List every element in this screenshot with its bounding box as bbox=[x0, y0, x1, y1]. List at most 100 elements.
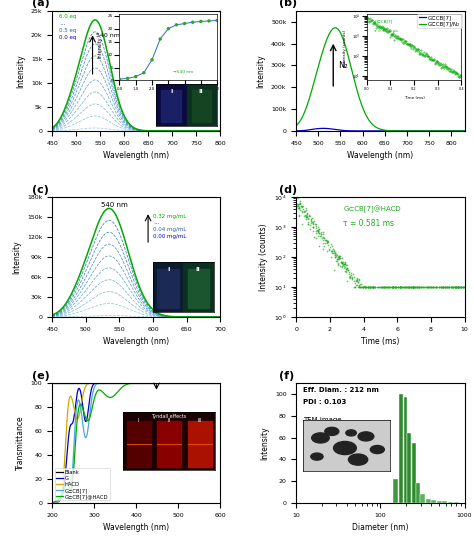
Line: G⊂CB[7]@HACD: G⊂CB[7]@HACD bbox=[52, 383, 220, 503]
G⊂CB[7] bbox=[176, 380, 182, 386]
G⊂CB[7] bbox=[92, 382, 98, 388]
G⊂CB[7]/N₂ bbox=[370, 121, 375, 128]
G⊂CB[7] bbox=[79, 414, 85, 420]
HACD bbox=[162, 380, 168, 386]
Bar bbox=[447, 502, 453, 503]
G⊂CB[7]@HACD bbox=[162, 380, 167, 386]
X-axis label: Wavelength (nm): Wavelength (nm) bbox=[103, 151, 169, 160]
Text: 540 nm: 540 nm bbox=[101, 202, 128, 208]
Text: 0.0 eq: 0.0 eq bbox=[59, 35, 76, 40]
Bar bbox=[454, 502, 458, 503]
G bbox=[92, 380, 98, 386]
G⊂CB[7] bbox=[406, 128, 412, 134]
Line: G⊂CB[7]/N₂: G⊂CB[7]/N₂ bbox=[296, 28, 465, 131]
G bbox=[126, 380, 131, 386]
HACD bbox=[79, 398, 85, 404]
G⊂CB[7]@HACD bbox=[49, 499, 55, 506]
Text: ···: ··· bbox=[59, 22, 65, 28]
G⊂CB[7]/N₂ bbox=[406, 128, 412, 134]
Blank bbox=[126, 380, 131, 386]
Line: G: G bbox=[52, 383, 220, 503]
G⊂CB[7]@HACD bbox=[79, 403, 85, 410]
Text: 540 nm: 540 nm bbox=[96, 33, 120, 38]
G bbox=[176, 380, 182, 386]
G⊂CB[7] bbox=[293, 128, 299, 134]
HACD bbox=[149, 380, 155, 386]
G⊂CB[7] bbox=[393, 128, 399, 134]
X-axis label: Diameter (nm): Diameter (nm) bbox=[352, 523, 409, 532]
Text: (d): (d) bbox=[279, 184, 298, 195]
Bar bbox=[416, 484, 420, 503]
Line: G⊂CB[7]: G⊂CB[7] bbox=[52, 383, 220, 503]
Bar bbox=[399, 394, 403, 503]
G⊂CB[7]@HACD bbox=[176, 380, 182, 386]
X-axis label: Wavelength (nm): Wavelength (nm) bbox=[347, 151, 413, 160]
G⊂CB[7]/N₂ bbox=[462, 128, 467, 134]
G⊂CB[7]/N₂ bbox=[420, 128, 426, 134]
HACD bbox=[176, 380, 182, 386]
Blank bbox=[162, 380, 167, 386]
Text: τ = 0.581 ms: τ = 0.581 ms bbox=[343, 219, 394, 228]
Text: (e): (e) bbox=[32, 371, 50, 381]
G⊂CB[7]@HACD bbox=[148, 380, 154, 386]
Y-axis label: Intensity (counts): Intensity (counts) bbox=[259, 223, 268, 291]
HACD bbox=[126, 380, 131, 386]
G⊂CB[7]@HACD bbox=[126, 381, 131, 387]
Text: (b): (b) bbox=[279, 0, 298, 9]
Text: 0.32 mg/mL: 0.32 mg/mL bbox=[153, 214, 186, 219]
Text: 6.0 eq: 6.0 eq bbox=[59, 15, 76, 19]
G⊂CB[7] bbox=[420, 128, 426, 134]
Y-axis label: Transmittance: Transmittance bbox=[16, 416, 25, 471]
HACD bbox=[92, 380, 98, 386]
Text: 0.04 mg/mL: 0.04 mg/mL bbox=[153, 227, 186, 232]
Line: G⊂CB[7]: G⊂CB[7] bbox=[296, 128, 465, 131]
Bar bbox=[407, 433, 411, 503]
G⊂CB[7]/N₂ bbox=[293, 122, 299, 129]
Blank bbox=[218, 380, 223, 386]
Bar bbox=[431, 500, 436, 503]
Legend: G⊂CB[7], G⊂CB[7]/N₂: G⊂CB[7], G⊂CB[7]/N₂ bbox=[417, 14, 462, 28]
G bbox=[142, 380, 148, 386]
Text: (f): (f) bbox=[279, 371, 295, 381]
Bar bbox=[437, 501, 441, 503]
Blank bbox=[79, 380, 85, 386]
G⊂CB[7] bbox=[162, 380, 167, 386]
G⊂CB[7] bbox=[148, 380, 154, 386]
Bar bbox=[412, 443, 416, 503]
G⊂CB[7] bbox=[337, 127, 343, 134]
G bbox=[162, 380, 168, 386]
Y-axis label: Intensity: Intensity bbox=[260, 426, 269, 460]
Y-axis label: Intensity: Intensity bbox=[256, 54, 265, 88]
Y-axis label: Intensity: Intensity bbox=[16, 54, 25, 88]
HACD bbox=[218, 380, 223, 386]
G bbox=[149, 380, 155, 386]
G bbox=[49, 500, 55, 506]
G⊂CB[7]@HACD bbox=[218, 380, 223, 386]
Blank bbox=[49, 380, 55, 386]
G⊂CB[7] bbox=[462, 128, 467, 134]
Text: 0.5 eq: 0.5 eq bbox=[59, 28, 76, 32]
X-axis label: Wavelength (nm): Wavelength (nm) bbox=[103, 337, 169, 346]
X-axis label: Time (ms): Time (ms) bbox=[361, 337, 400, 346]
Legend: Blank, G, HACD, G⊂CB[7], G⊂CB[7]@HACD: Blank, G, HACD, G⊂CB[7], G⊂CB[7]@HACD bbox=[55, 468, 110, 500]
Bar bbox=[442, 501, 447, 503]
HACD bbox=[125, 380, 130, 386]
G⊂CB[7] bbox=[126, 380, 131, 386]
Bar bbox=[420, 494, 425, 503]
HACD bbox=[49, 500, 55, 506]
G⊂CB[7] bbox=[320, 125, 326, 131]
Text: 0.00 mg/mL: 0.00 mg/mL bbox=[153, 234, 186, 239]
Text: Eff. Diam. : 212 nm: Eff. Diam. : 212 nm bbox=[303, 387, 379, 393]
Blank bbox=[176, 380, 182, 386]
G⊂CB[7] bbox=[175, 380, 181, 386]
Bar bbox=[426, 499, 430, 503]
Text: N₂: N₂ bbox=[338, 62, 348, 70]
Line: HACD: HACD bbox=[52, 383, 220, 503]
Bar bbox=[392, 479, 398, 503]
G bbox=[79, 396, 85, 403]
G⊂CB[7]@HACD bbox=[208, 380, 214, 386]
G⊂CB[7]/N₂ bbox=[337, 28, 343, 35]
Y-axis label: Intensity: Intensity bbox=[12, 240, 21, 274]
G⊂CB[7]/N₂ bbox=[332, 24, 338, 31]
Blank bbox=[148, 380, 154, 386]
